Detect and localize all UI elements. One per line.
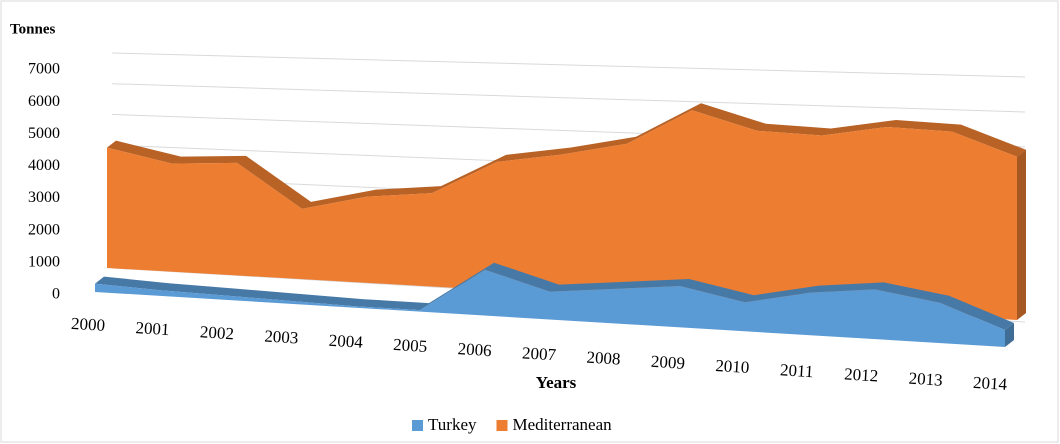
y-tick-label: 1000 bbox=[28, 254, 60, 271]
y-tick-label: 2000 bbox=[28, 221, 60, 238]
legend-swatch bbox=[412, 420, 423, 431]
legend-label: Turkey bbox=[428, 415, 477, 434]
area-side bbox=[1017, 149, 1026, 320]
x-tick-label: 2005 bbox=[393, 335, 428, 356]
x-tick-label: 2007 bbox=[522, 343, 558, 364]
x-tick-label: 2014 bbox=[973, 373, 1009, 394]
y-tick-label: 0 bbox=[52, 286, 60, 303]
grid-line bbox=[111, 83, 1026, 113]
y-axis-title: Tonnes bbox=[10, 21, 55, 37]
area-top bbox=[95, 262, 1014, 330]
y-tick-label: 4000 bbox=[28, 157, 60, 174]
x-tick-label: 2010 bbox=[715, 356, 750, 377]
x-tick-label: 2012 bbox=[844, 364, 879, 385]
x-tick-label: 2003 bbox=[264, 327, 299, 348]
x-tick-label: 2006 bbox=[457, 339, 492, 360]
x-tick-label: 2004 bbox=[328, 331, 364, 352]
area-top bbox=[107, 103, 1026, 209]
y-tick-label: 7000 bbox=[28, 61, 60, 78]
area bbox=[95, 269, 1005, 347]
grid-line bbox=[111, 52, 1026, 78]
y-tick-label: 6000 bbox=[28, 93, 60, 110]
area-side bbox=[1005, 323, 1014, 347]
legend-swatch bbox=[496, 420, 508, 431]
x-tick-label: 2013 bbox=[908, 369, 943, 390]
x-tick-label: 2002 bbox=[199, 322, 234, 343]
x-tick-label: 2009 bbox=[650, 352, 685, 373]
x-axis-title: Years bbox=[536, 373, 577, 392]
y-tick-label: 5000 bbox=[28, 125, 60, 142]
y-tick-label: 3000 bbox=[28, 189, 60, 206]
legend-label: Mediterranean bbox=[513, 415, 613, 434]
x-tick-label: 2008 bbox=[586, 348, 621, 369]
x-tick-label: 2001 bbox=[135, 318, 170, 339]
x-tick-label: 2011 bbox=[780, 360, 814, 381]
area bbox=[107, 110, 1017, 321]
x-tick-label: 2000 bbox=[71, 314, 106, 335]
